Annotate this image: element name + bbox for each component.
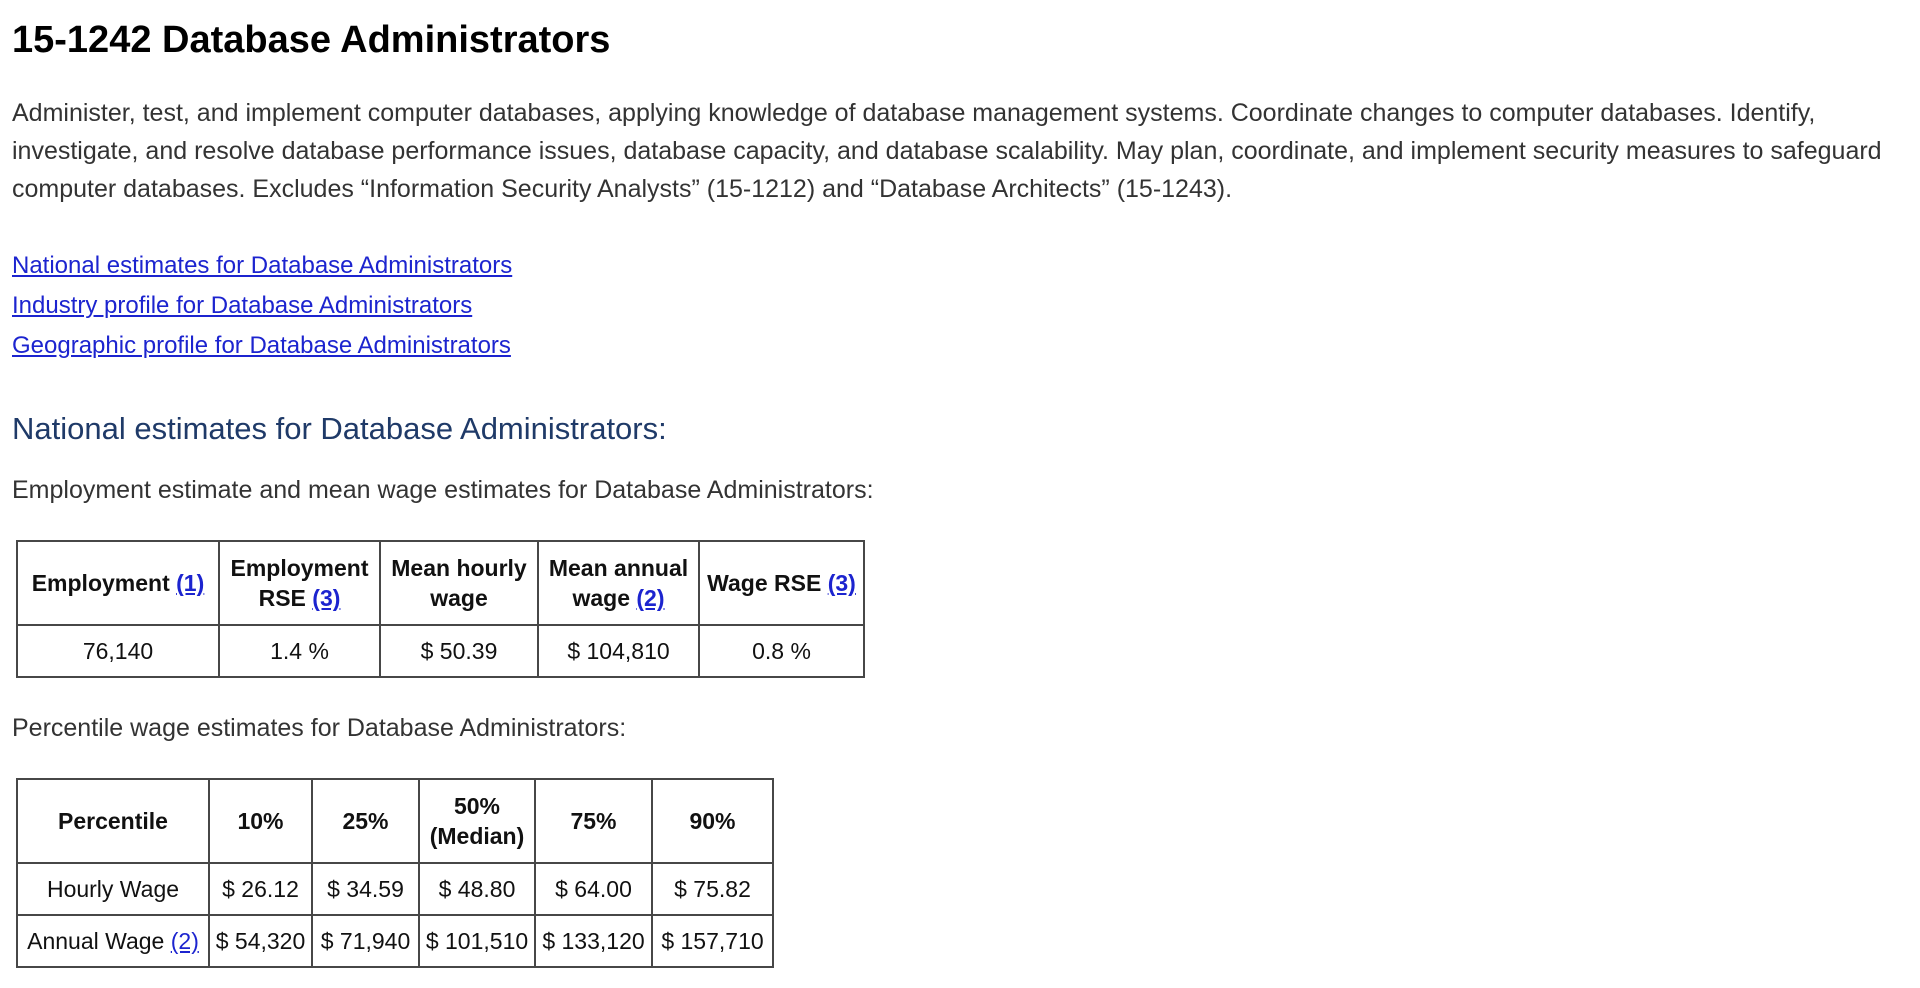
hourly-wage-median: $ 48.80 <box>418 862 536 916</box>
header-50th-median: 50% (Median) <box>418 778 536 864</box>
annual-wage-row: Annual Wage (2) $ 54,320 $ 71,940 $ 101,… <box>16 914 774 968</box>
annual-wage-label: Annual Wage (2) <box>16 914 210 968</box>
annual-wage-10th: $ 54,320 <box>208 914 313 968</box>
mean-hourly-wage-value: $ 50.39 <box>379 624 539 678</box>
wage-rse-value: 0.8 % <box>698 624 865 678</box>
annual-wage-75th: $ 133,120 <box>534 914 653 968</box>
header-75th: 75% <box>534 778 653 864</box>
occupation-description: Administer, test, and implement computer… <box>12 99 1882 203</box>
page-title: 15-1242 Database Administrators <box>12 19 611 61</box>
footnote-link-3[interactable]: (3) <box>827 570 856 596</box>
footnote-link-3[interactable]: (3) <box>312 585 341 611</box>
header-mean-hourly-wage: Mean hourly wage <box>379 540 539 626</box>
header-percentile: Percentile <box>16 778 210 864</box>
footnote-link-2[interactable]: (2) <box>636 585 665 611</box>
annual-wage-90th: $ 157,710 <box>651 914 774 968</box>
employment-table: Employment (1) Employment RSE (3) Mean h… <box>16 540 865 678</box>
employment-estimate-intro: Employment estimate and mean wage estima… <box>12 476 874 504</box>
link-national-estimates[interactable]: National estimates for Database Administ… <box>12 252 513 279</box>
row-label: Annual Wage <box>27 928 165 954</box>
annual-wage-25th: $ 71,940 <box>311 914 420 968</box>
national-estimates-heading: National estimates for Database Administ… <box>12 411 667 446</box>
header-label: Employment RSE <box>230 555 369 611</box>
employment-rse-value: 1.4 % <box>218 624 381 678</box>
profile-links: National estimates for Database Administ… <box>12 246 1906 366</box>
footnote-link-2[interactable]: (2) <box>170 928 199 954</box>
percentile-table-header-row: Percentile 10% 25% 50% (Median) 75% 90% <box>16 778 774 864</box>
header-employment-rse: Employment RSE (3) <box>218 540 381 626</box>
percentile-table: Percentile 10% 25% 50% (Median) 75% 90% … <box>16 778 774 968</box>
link-geographic-profile[interactable]: Geographic profile for Database Administ… <box>12 332 511 359</box>
header-10th: 10% <box>208 778 313 864</box>
header-label: Wage RSE <box>707 570 822 596</box>
hourly-wage-25th: $ 34.59 <box>311 862 420 916</box>
mean-annual-wage-value: $ 104,810 <box>537 624 700 678</box>
hourly-wage-10th: $ 26.12 <box>208 862 313 916</box>
annual-wage-median: $ 101,510 <box>418 914 536 968</box>
footnote-link-1[interactable]: (1) <box>176 570 205 596</box>
employment-table-data-row: 76,140 1.4 % $ 50.39 $ 104,810 0.8 % <box>16 624 865 678</box>
hourly-wage-label: Hourly Wage <box>16 862 210 916</box>
employment-value: 76,140 <box>16 624 220 678</box>
header-mean-annual-wage: Mean annual wage (2) <box>537 540 700 626</box>
header-wage-rse: Wage RSE (3) <box>698 540 865 626</box>
hourly-wage-75th: $ 64.00 <box>534 862 653 916</box>
percentile-estimate-intro: Percentile wage estimates for Database A… <box>12 714 627 742</box>
header-label: Mean annual wage <box>548 555 689 611</box>
hourly-wage-row: Hourly Wage $ 26.12 $ 34.59 $ 48.80 $ 64… <box>16 862 774 916</box>
link-industry-profile[interactable]: Industry profile for Database Administra… <box>12 292 473 319</box>
header-90th: 90% <box>651 778 774 864</box>
hourly-wage-90th: $ 75.82 <box>651 862 774 916</box>
header-label: Mean hourly wage <box>391 555 527 611</box>
row-label: Hourly Wage <box>46 876 180 902</box>
header-25th: 25% <box>311 778 420 864</box>
header-label: Employment <box>31 570 170 596</box>
employment-table-header-row: Employment (1) Employment RSE (3) Mean h… <box>16 540 865 626</box>
header-employment: Employment (1) <box>16 540 220 626</box>
